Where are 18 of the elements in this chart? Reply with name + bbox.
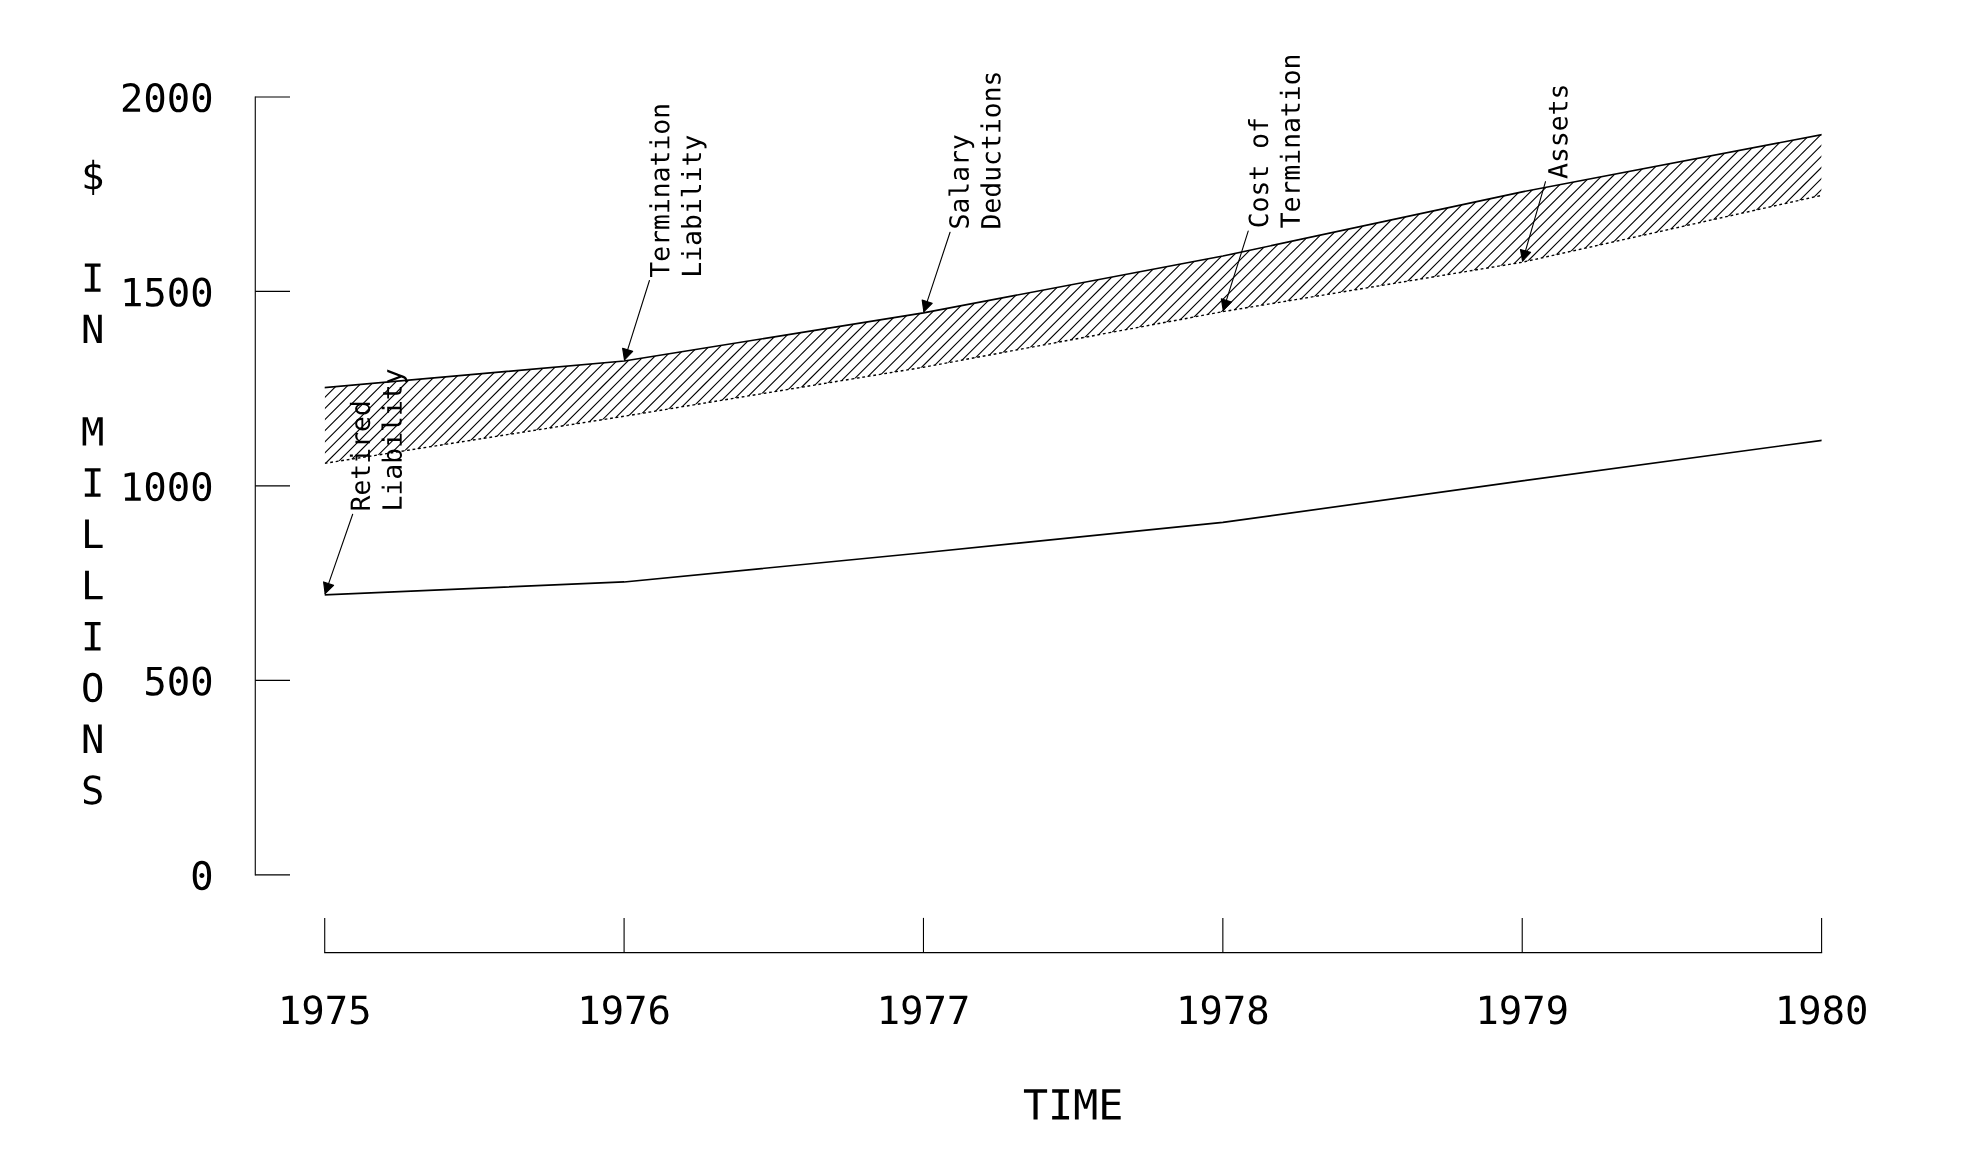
y-tick-label: 500 (146, 666, 212, 696)
y-tick-label: 0 (192, 860, 212, 891)
text: $ IN MILLIONS (82, 159, 103, 805)
y-tick-label: 1000 (124, 471, 212, 502)
x-tick-label: 1977 (881, 995, 968, 1025)
annotation: Salary Deductions (948, 73, 1001, 228)
annotation: Cost of Termination (1247, 55, 1301, 228)
x-tick-label: 1978 (1180, 995, 1268, 1025)
x-tick-label: 1980 (1779, 995, 1866, 1025)
x-tick-label: 1976 (581, 995, 669, 1025)
annotation: Termination Liability (649, 105, 707, 278)
y-tick-label: 2000 (122, 82, 212, 113)
y-tick-label: 1500 (124, 277, 212, 307)
annotation: Retired Liability (349, 369, 408, 510)
x-tick-label: 1975 (282, 995, 369, 1025)
x-axis-title: TIME (1023, 1089, 1121, 1120)
annotation: Assets (1548, 86, 1568, 179)
x-tick-label: 1979 (1480, 995, 1567, 1025)
